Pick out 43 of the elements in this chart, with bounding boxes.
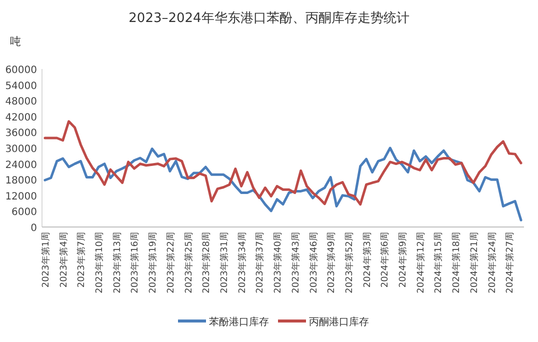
x-tick-label: 2024年第6周 <box>380 232 391 288</box>
x-tick-label: 2024年第15周 <box>433 232 444 294</box>
x-tick-label: 2024年第24周 <box>486 232 498 294</box>
x-tick-label: 2023年第13周 <box>112 232 123 294</box>
x-tick-label: 2024年第21周 <box>468 232 480 294</box>
x-tick-label: 2024年第27周 <box>504 232 516 294</box>
y-tick-label: 36000 <box>5 128 37 140</box>
y-tick-label: 0 <box>30 223 37 234</box>
y-tick-label: 12000 <box>5 191 37 202</box>
legend-label: 苯酚港口库存 <box>209 316 269 328</box>
y-tick-label: 42000 <box>5 112 37 124</box>
x-tick-label: 2023年第31周 <box>218 232 230 294</box>
y-tick-label: 18000 <box>5 176 37 187</box>
x-tick-label: 2023年第40周 <box>272 232 284 294</box>
x-tick-label: 2023年第34周 <box>236 232 248 294</box>
x-tick-label: 2024年第9周 <box>398 232 409 288</box>
y-tick-label: 48000 <box>5 96 37 108</box>
y-tick-label: 54000 <box>5 80 37 92</box>
y-tick-label: 30000 <box>5 144 37 155</box>
x-tick-label: 2023年第43周 <box>290 232 302 294</box>
x-tick-label: 2024年第12周 <box>415 232 426 294</box>
x-tick-label: 2023年第1周 <box>40 232 52 288</box>
x-tick-label: 2023年第52周 <box>344 232 355 294</box>
x-tick-label: 2023年第49周 <box>326 232 338 294</box>
y-tick-label: 60000 <box>5 65 37 76</box>
x-tick-label: 2023年第19周 <box>148 232 159 294</box>
x-tick-label: 2023年第46周 <box>308 232 320 294</box>
x-tick-label: 2023年第16周 <box>130 232 141 294</box>
x-tick-label: 2023年第7周 <box>76 232 88 288</box>
y-tick-label: 6000 <box>12 207 37 218</box>
x-tick-label: 2023年第37周 <box>254 232 266 294</box>
chart-title: 2023–2024年华东港口苯酚、丙酮库存走势统计 <box>128 11 410 26</box>
y-axis-title: 吨 <box>10 35 21 48</box>
x-tick-label: 2024年第18周 <box>451 232 462 294</box>
x-tick-label: 2023年第25周 <box>183 232 194 294</box>
x-tick-label: 2024年第3周 <box>362 232 373 288</box>
x-tick-label: 2023年第4周 <box>58 232 70 288</box>
x-tick-label: 2023年第28周 <box>201 232 212 294</box>
x-tick-label: 2023年第10周 <box>94 232 106 294</box>
x-tick-label: 2023年第22周 <box>165 232 176 294</box>
line-series <box>44 120 522 206</box>
legend-label: 丙酮港口库存 <box>309 316 369 328</box>
y-tick-label: 24000 <box>5 160 37 171</box>
